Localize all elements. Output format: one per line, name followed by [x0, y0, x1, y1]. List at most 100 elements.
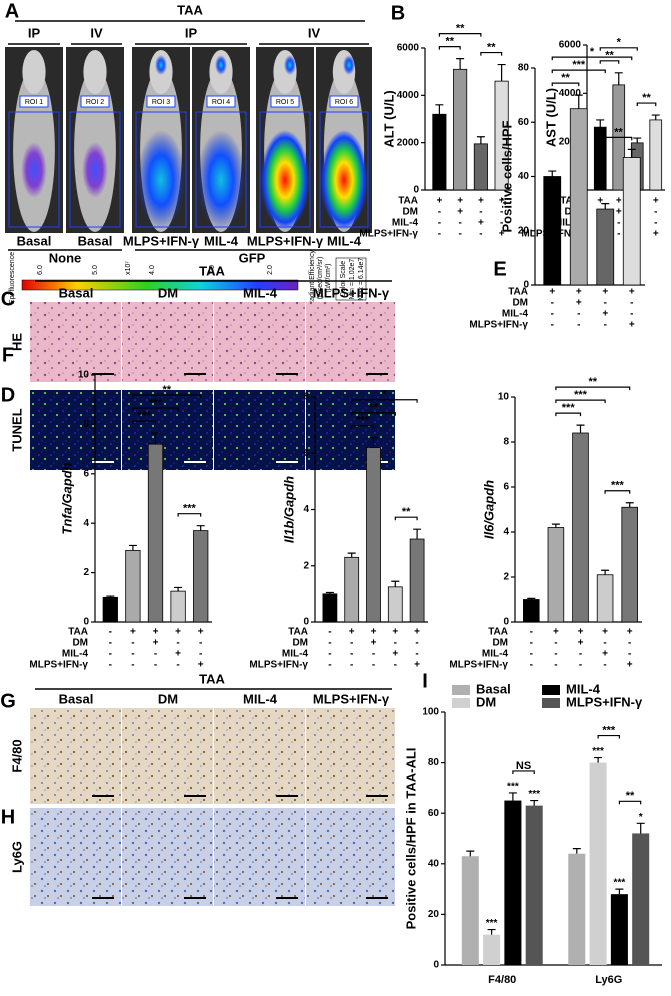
condition-label: MLPS+IFN-γ — [449, 660, 508, 671]
error-bar — [530, 799, 539, 806]
error-bar — [106, 595, 115, 598]
column-label: DM — [158, 285, 178, 300]
y-tick-label: 100 — [422, 707, 439, 718]
error-bar — [572, 848, 581, 854]
condition-sign: - — [199, 638, 202, 649]
y-tick-label: 2000 — [397, 137, 420, 148]
bar — [453, 68, 468, 191]
condition-sign: - — [577, 309, 580, 320]
condition-sign: + — [549, 287, 555, 298]
condition-sign: + — [597, 196, 603, 207]
micrograph — [122, 808, 213, 906]
condition-label: MLPS+IFN-γ — [469, 320, 528, 331]
roi-label: ROI 6 — [335, 99, 353, 106]
error-bar — [497, 63, 506, 82]
scale-text: Min = 1.02e7 — [349, 259, 356, 300]
condition-label: MLPS+IFN-γ — [249, 660, 308, 671]
significance-label: NS — [516, 760, 531, 772]
y-tick-label: 10 — [78, 370, 90, 381]
condition-sign: + — [616, 207, 622, 218]
condition-sign: - — [479, 207, 482, 218]
row-label: F4/80 — [9, 739, 24, 772]
condition-sign: - — [131, 660, 134, 671]
condition-sign: - — [530, 649, 533, 660]
y-tick-label: 0 — [83, 617, 89, 628]
bar — [344, 556, 360, 623]
significance-label: ** — [456, 23, 465, 35]
condition-sign: - — [579, 660, 582, 671]
condition-sign: - — [500, 207, 503, 218]
bar — [504, 800, 522, 965]
condition-sign: + — [629, 287, 635, 298]
significance-bracket — [599, 60, 620, 64]
bar — [147, 443, 164, 623]
micrograph — [306, 808, 395, 906]
condition-sign: + — [578, 638, 584, 649]
legend-label: MLPS+IFN-γ — [566, 694, 643, 709]
condition-sign: - — [372, 660, 375, 671]
condition-sign: + — [576, 287, 582, 298]
roi-label: ROI 5 — [276, 99, 294, 106]
bar — [432, 113, 447, 191]
significance-bracket — [551, 69, 606, 74]
roi-tag — [270, 95, 300, 108]
significance-bracket — [555, 386, 631, 391]
column-label: MIL-4 — [243, 285, 278, 300]
condition-sign: + — [436, 196, 442, 207]
bar-annotation: *** — [507, 782, 519, 793]
roi-box — [135, 111, 187, 228]
significance-bracket — [618, 800, 642, 805]
y-tick-label: 40 — [428, 858, 440, 869]
condition-sign: - — [438, 229, 441, 240]
micrograph — [122, 390, 213, 470]
column-label: Basal — [59, 691, 94, 706]
condition-sign: - — [328, 649, 331, 660]
condition-sign: - — [350, 660, 353, 671]
scale-text: Color Scale — [340, 261, 347, 297]
condition-sign: - — [438, 207, 441, 218]
condition-sign: + — [457, 196, 463, 207]
roi-box — [8, 111, 60, 228]
condition-sign: - — [500, 218, 503, 229]
significance-label: * — [382, 389, 387, 401]
panel-label: E — [493, 258, 506, 280]
condition-sign: - — [554, 660, 557, 671]
condition-sign: + — [653, 229, 659, 240]
condition-sign: - — [628, 638, 631, 649]
significance-bracket — [351, 425, 375, 429]
signal — [21, 142, 47, 198]
bar — [366, 447, 381, 623]
significance-bracket — [351, 399, 418, 403]
condition-sign: - — [479, 229, 482, 240]
significance-bracket — [177, 513, 202, 517]
error-bar — [476, 136, 485, 144]
error-bar — [625, 502, 634, 508]
significance-bracket — [132, 394, 202, 399]
condition-sign: - — [176, 660, 179, 671]
roi-box — [259, 111, 311, 228]
bar — [589, 762, 607, 965]
condition-sign: + — [392, 649, 398, 660]
condition-label: DM — [492, 638, 508, 649]
condition-sign: - — [530, 660, 533, 671]
group-name: None — [49, 250, 82, 265]
y-tick-label: 6 — [303, 448, 309, 459]
condition-label: TAA — [68, 627, 88, 638]
condition-sign: + — [175, 627, 181, 638]
significance-bracket — [512, 770, 535, 774]
significance-label: ** — [614, 126, 623, 138]
error-bar — [551, 523, 560, 528]
condition-sign: + — [627, 627, 633, 638]
condition-sign: - — [394, 638, 397, 649]
color-bar — [21, 279, 299, 291]
bar — [125, 549, 141, 623]
bar — [593, 126, 607, 191]
bar — [322, 593, 338, 623]
signal — [343, 55, 355, 75]
mouse-head — [83, 50, 107, 94]
condition-sign: - — [630, 309, 633, 320]
colorbar-tick: 3.0 — [209, 265, 216, 275]
y-tick-label: 20 — [428, 909, 440, 920]
condition-sign: + — [602, 309, 608, 320]
micrograph — [214, 302, 305, 382]
